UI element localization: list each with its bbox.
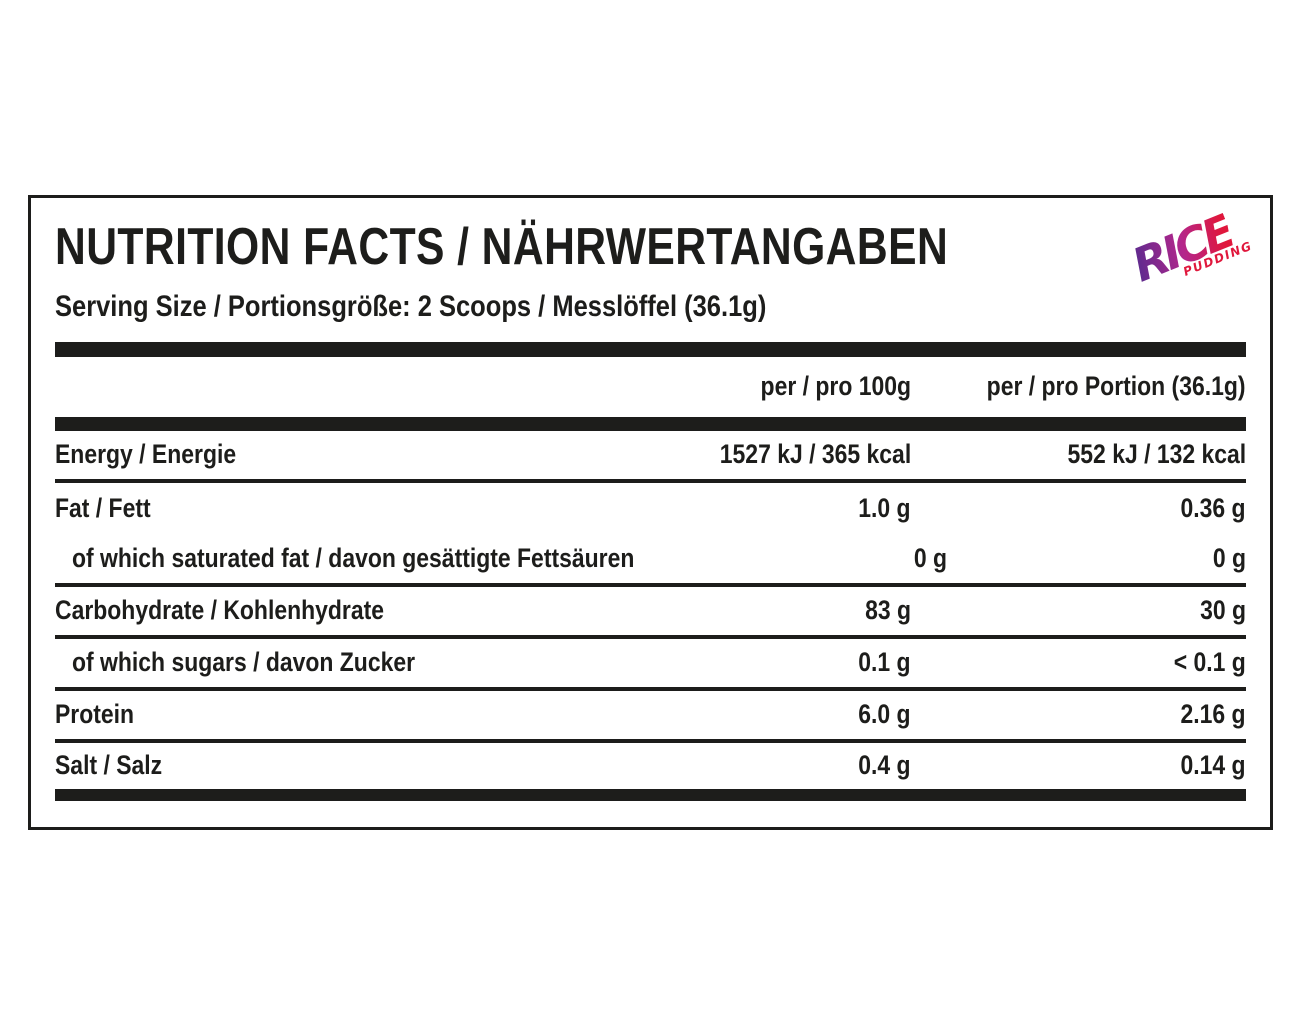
bottom-divider-bar: [55, 789, 1246, 801]
row-label: Carbohydrate / Kohlenhydrate: [55, 595, 385, 626]
value-per-100g: 0.1 g: [858, 647, 911, 678]
value-per-portion: 0 g: [1212, 543, 1246, 574]
value-per-100g: 83 g: [865, 595, 911, 626]
value-per-100g: 6.0 g: [858, 699, 911, 730]
rice-logo-text: RICE: [1124, 204, 1240, 293]
value-per-portion: 552 kJ / 132 kcal: [1067, 439, 1246, 470]
value-per-portion: 0.36 g: [1180, 493, 1246, 524]
table-row: Energy / Energie 1527 kJ / 365 kcal 552 …: [55, 431, 1246, 483]
row-label: Protein: [55, 699, 135, 730]
top-divider-bar: [55, 342, 1246, 357]
header-cell-per-100g: per / pro 100g: [671, 371, 911, 402]
header-divider-bar: [55, 417, 1246, 431]
table-row: of which sugars / davon Zucker 0.1 g < 0…: [55, 639, 1246, 691]
table-row: of which saturated fat / davon gesättigt…: [55, 535, 1246, 587]
table-header-row: per / pro 100g per / pro Portion (36.1g): [55, 357, 1246, 417]
row-label: Energy / Energie: [55, 439, 237, 470]
table-body: Energy / Energie 1527 kJ / 365 kcal 552 …: [55, 431, 1246, 789]
table-row: Carbohydrate / Kohlenhydrate 83 g 30 g: [55, 587, 1246, 639]
row-label: of which sugars / davon Zucker: [72, 647, 416, 678]
serving-size-line: Serving Size / Portionsgröße: 2 Scoops /…: [55, 290, 767, 323]
nutrition-label: RICE PUDDING NUTRITION FACTS / NÄHRWERTA…: [28, 195, 1273, 830]
value-per-portion: 30 g: [1200, 595, 1246, 626]
value-per-100g: 0.4 g: [858, 750, 911, 781]
table-row: Fat / Fett 1.0 g 0.36 g: [55, 483, 1246, 535]
table-row: Protein 6.0 g 2.16 g: [55, 691, 1246, 743]
value-per-100g: 1.0 g: [858, 493, 911, 524]
value-per-portion: < 0.1 g: [1173, 647, 1246, 678]
row-label: of which saturated fat / davon gesättigt…: [72, 543, 635, 574]
value-per-portion: 2.16 g: [1180, 699, 1246, 730]
table-row: Salt / Salz 0.4 g 0.14 g: [55, 743, 1246, 789]
column-header-per-portion: per / pro Portion (36.1g): [987, 371, 1246, 402]
value-per-100g: 1527 kJ / 365 kcal: [719, 439, 911, 470]
column-header-per-100g: per / pro 100g: [760, 371, 911, 402]
rice-pudding-logo: RICE PUDDING: [1110, 204, 1259, 303]
row-label: Fat / Fett: [55, 493, 151, 524]
value-per-100g: 0 g: [914, 543, 948, 574]
label-title: NUTRITION FACTS / NÄHRWERTANGABEN: [55, 218, 949, 276]
value-per-portion: 0.14 g: [1180, 750, 1246, 781]
row-label: Salt / Salz: [55, 750, 163, 781]
header-cell-per-portion: per / pro Portion (36.1g): [911, 371, 1246, 402]
